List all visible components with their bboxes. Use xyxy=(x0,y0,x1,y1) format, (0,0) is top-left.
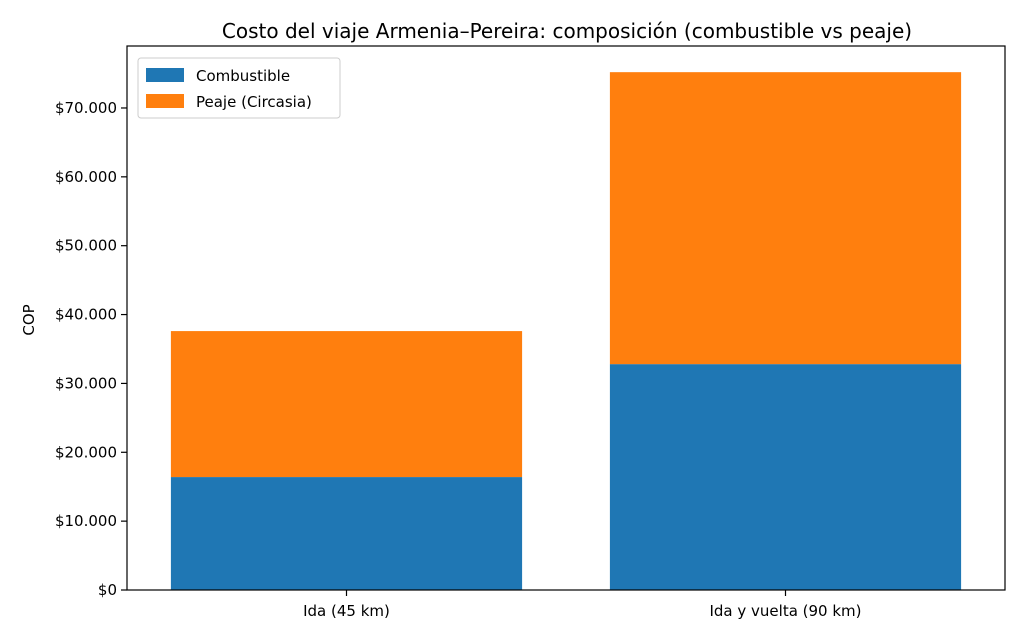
bars-group xyxy=(170,72,962,590)
x-tick-label: Ida (45 km) xyxy=(303,602,390,620)
bar-peaje-0 xyxy=(170,331,523,478)
legend-box xyxy=(137,57,341,119)
legend: Combustible Peaje (Circasia) xyxy=(137,57,341,119)
x-tick-label: Ida y vuelta (90 km) xyxy=(709,602,861,620)
legend-label: Peaje (Circasia) xyxy=(196,93,312,111)
x-axis: Ida (45 km) Ida y vuelta (90 km) xyxy=(303,590,862,620)
chart-title: Costo del viaje Armenia–Pereira: composi… xyxy=(222,19,912,43)
bar-combustible-1 xyxy=(609,364,962,590)
y-tick-label: $50.000 xyxy=(55,237,117,255)
y-tick-label: $30.000 xyxy=(55,374,117,392)
y-tick-label: $20.000 xyxy=(55,443,117,461)
y-axis: $0 $10.000 $20.000 $30.000 $40.000 $50.000 $60… xyxy=(55,99,127,599)
legend-swatch xyxy=(146,94,184,108)
y-tick-label: $40.000 xyxy=(55,306,117,324)
y-tick-label: $0 xyxy=(98,581,117,599)
legend-label: Combustible xyxy=(196,67,290,85)
y-tick-label: $10.000 xyxy=(55,512,117,530)
y-tick-label: $70.000 xyxy=(55,99,117,117)
y-axis-label: COP xyxy=(20,304,38,335)
y-tick-label: $60.000 xyxy=(55,168,117,186)
bar-peaje-1 xyxy=(609,72,962,365)
legend-swatch xyxy=(146,68,184,82)
bar-combustible-0 xyxy=(170,477,523,590)
plot-frame xyxy=(126,45,1006,591)
